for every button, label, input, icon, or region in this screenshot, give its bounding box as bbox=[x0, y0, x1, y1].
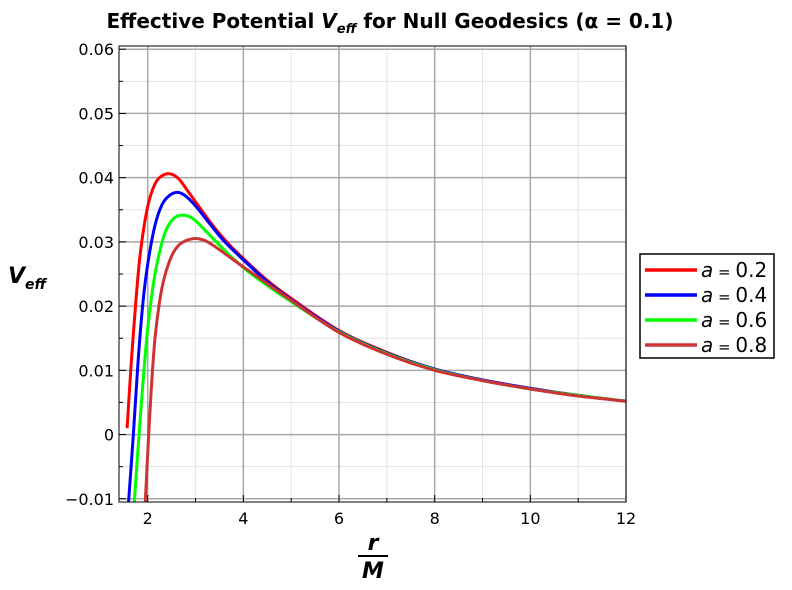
y-tick-label: 0.04 bbox=[78, 169, 114, 188]
legend-label-4: a = 0.8 bbox=[701, 333, 767, 357]
legend-label-var: a bbox=[701, 258, 713, 282]
legend-label-value: 0.8 bbox=[735, 333, 767, 357]
legend-label-var: a bbox=[701, 308, 713, 332]
series-line-4 bbox=[143, 236, 626, 502]
chart-title-var-sub: eff bbox=[337, 22, 358, 37]
legend-label-var: a bbox=[701, 283, 713, 307]
x-axis-label-denominator: M bbox=[362, 559, 384, 584]
grid bbox=[119, 46, 627, 502]
x-axis: 2 4 6 8 10 12 bbox=[143, 495, 636, 528]
chart-title-prefix: Effective Potential bbox=[107, 9, 322, 33]
y-tick-label: 0.01 bbox=[78, 361, 114, 380]
legend-label-2: a = 0.4 bbox=[701, 283, 767, 307]
chart-title-suffix: for Null Geodesics (α = 0.1) bbox=[356, 9, 673, 33]
x-tick-label: 10 bbox=[520, 509, 540, 528]
legend-label-value: 0.6 bbox=[735, 308, 767, 332]
y-tick-label: 0.03 bbox=[78, 233, 114, 252]
legend-label-op: = bbox=[713, 338, 735, 356]
x-axis-label-numerator: r bbox=[368, 531, 380, 556]
legend-label-3: a = 0.6 bbox=[701, 308, 767, 332]
y-axis-label-var: V bbox=[8, 264, 27, 289]
x-tick-label: 12 bbox=[616, 509, 636, 528]
x-tick-label: 8 bbox=[430, 509, 440, 528]
y-axis-label: Veff bbox=[8, 264, 48, 293]
y-tick-label: −0.01 bbox=[65, 490, 114, 509]
y-tick-label: 0.06 bbox=[78, 40, 114, 59]
x-tick-label: 4 bbox=[238, 509, 248, 528]
legend-label-value: 0.2 bbox=[735, 258, 767, 282]
chart-title-var: V bbox=[321, 9, 338, 33]
y-axis-label-sub: eff bbox=[25, 277, 47, 293]
legend-label-op: = bbox=[713, 288, 735, 306]
x-tick-label: 2 bbox=[143, 509, 153, 528]
x-tick-label: 6 bbox=[334, 509, 344, 528]
y-tick-label: 0.02 bbox=[78, 297, 114, 316]
legend-label-var: a bbox=[701, 333, 713, 357]
y-tick-label: 0.05 bbox=[78, 104, 114, 123]
legend-label-op: = bbox=[713, 313, 735, 331]
legend: a = 0.2a = 0.4a = 0.6a = 0.8 bbox=[639, 253, 775, 359]
y-axis: −0.01 0 0.01 0.02 0.03 0.04 0.05 0.06 bbox=[65, 40, 126, 509]
legend-label-op: = bbox=[713, 263, 735, 281]
chart-title: Effective Potential Veff for Null Geodes… bbox=[107, 9, 674, 37]
series-group bbox=[125, 172, 626, 502]
y-tick-label: 0 bbox=[104, 426, 114, 445]
legend-label-1: a = 0.2 bbox=[701, 258, 767, 282]
legend-label-value: 0.4 bbox=[735, 283, 767, 307]
